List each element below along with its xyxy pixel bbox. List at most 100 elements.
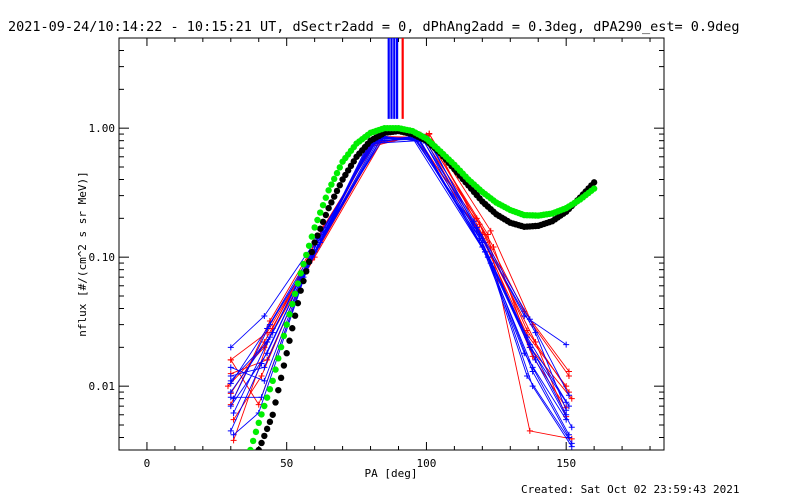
model-point xyxy=(247,446,254,450)
data-point xyxy=(227,380,234,387)
series-line xyxy=(230,139,570,407)
data-point xyxy=(227,427,234,434)
data-point xyxy=(487,227,494,234)
model-point xyxy=(266,418,274,426)
series-line xyxy=(233,136,570,441)
series-line xyxy=(233,136,573,428)
model-point xyxy=(336,182,343,189)
y-tick-label: 1.00 xyxy=(89,122,116,135)
data-point xyxy=(484,231,491,238)
model-point xyxy=(319,201,327,209)
data-point xyxy=(526,316,533,323)
series-line xyxy=(230,136,567,416)
data-point xyxy=(227,356,234,363)
model-point xyxy=(590,179,598,186)
data-point xyxy=(524,327,531,334)
data-point xyxy=(264,325,271,332)
model-point xyxy=(331,175,338,183)
data-point xyxy=(476,221,483,228)
model-point xyxy=(283,321,290,328)
model-point xyxy=(305,242,313,249)
data-point xyxy=(484,254,491,261)
data-point xyxy=(526,427,533,434)
model-point xyxy=(305,258,313,265)
model-point xyxy=(252,428,260,436)
data-point xyxy=(266,334,273,341)
series-line xyxy=(230,137,570,436)
data-point xyxy=(568,395,575,402)
model-point xyxy=(263,394,271,401)
model-point xyxy=(336,164,343,171)
model-point xyxy=(308,248,316,256)
model-point xyxy=(297,287,304,294)
model-point xyxy=(311,239,318,246)
plot-content xyxy=(225,124,598,450)
axis-ticks xyxy=(119,37,664,450)
series-line xyxy=(230,135,572,440)
data-point xyxy=(529,383,536,390)
data-point xyxy=(227,344,234,351)
model-point xyxy=(261,432,268,440)
model-point xyxy=(590,185,598,192)
data-point xyxy=(258,394,265,401)
series-line xyxy=(233,136,573,447)
vertical-markers xyxy=(387,38,404,119)
model-point xyxy=(308,233,316,240)
x-tick-label: 0 xyxy=(144,457,151,470)
model-point xyxy=(272,399,279,406)
data-point xyxy=(230,437,237,444)
data-point xyxy=(526,341,533,348)
model-point xyxy=(286,311,293,318)
data-point xyxy=(261,312,268,319)
axis-tick-labels: 0 50 100 150 0.01 0.10 1.00 xyxy=(89,122,577,470)
x-tick-label: 150 xyxy=(556,457,576,470)
model-point xyxy=(258,411,265,418)
model-point xyxy=(289,325,296,332)
model-point xyxy=(266,386,274,393)
model-point xyxy=(275,355,282,362)
model-point xyxy=(255,446,262,450)
model-point xyxy=(272,366,279,373)
data-point xyxy=(568,443,575,450)
model-point xyxy=(303,251,310,259)
data-point xyxy=(227,394,234,401)
model-point xyxy=(317,209,324,216)
data-point xyxy=(266,321,273,328)
series-line xyxy=(230,135,567,411)
series-line xyxy=(230,138,567,403)
model-point xyxy=(317,225,324,232)
model-point xyxy=(333,169,341,177)
model-point xyxy=(331,193,338,200)
model-point xyxy=(333,187,341,195)
x-axis-label: PA [deg] xyxy=(365,467,418,480)
model-point xyxy=(263,425,271,433)
model-point xyxy=(255,419,262,427)
model-point xyxy=(300,277,307,285)
data-point xyxy=(563,341,570,348)
model-point xyxy=(261,402,268,410)
series-line xyxy=(230,137,570,438)
model-point xyxy=(314,216,321,224)
y-tick-label: 0.01 xyxy=(89,380,116,393)
model-point xyxy=(294,280,302,287)
data-point xyxy=(426,130,433,137)
created-timestamp: Created: Sat Oct 02 23:59:43 2021 xyxy=(521,483,740,496)
model-point xyxy=(283,350,290,357)
model-point xyxy=(314,232,321,239)
y-axis-label: nflux [#/(cm^2 s sr MeV)] xyxy=(76,171,89,337)
model-point xyxy=(275,386,282,394)
y-tick-label: 0.10 xyxy=(89,251,116,264)
data-point xyxy=(230,431,237,438)
data-point xyxy=(261,377,268,384)
model-point xyxy=(269,411,276,418)
model-point xyxy=(286,337,293,344)
data-point xyxy=(227,372,234,379)
model-point xyxy=(297,270,304,277)
data-point xyxy=(563,411,570,418)
model-point xyxy=(325,187,332,194)
series-line xyxy=(233,136,573,444)
x-tick-label: 100 xyxy=(416,457,436,470)
data-point xyxy=(565,368,572,375)
data-point xyxy=(258,372,265,379)
